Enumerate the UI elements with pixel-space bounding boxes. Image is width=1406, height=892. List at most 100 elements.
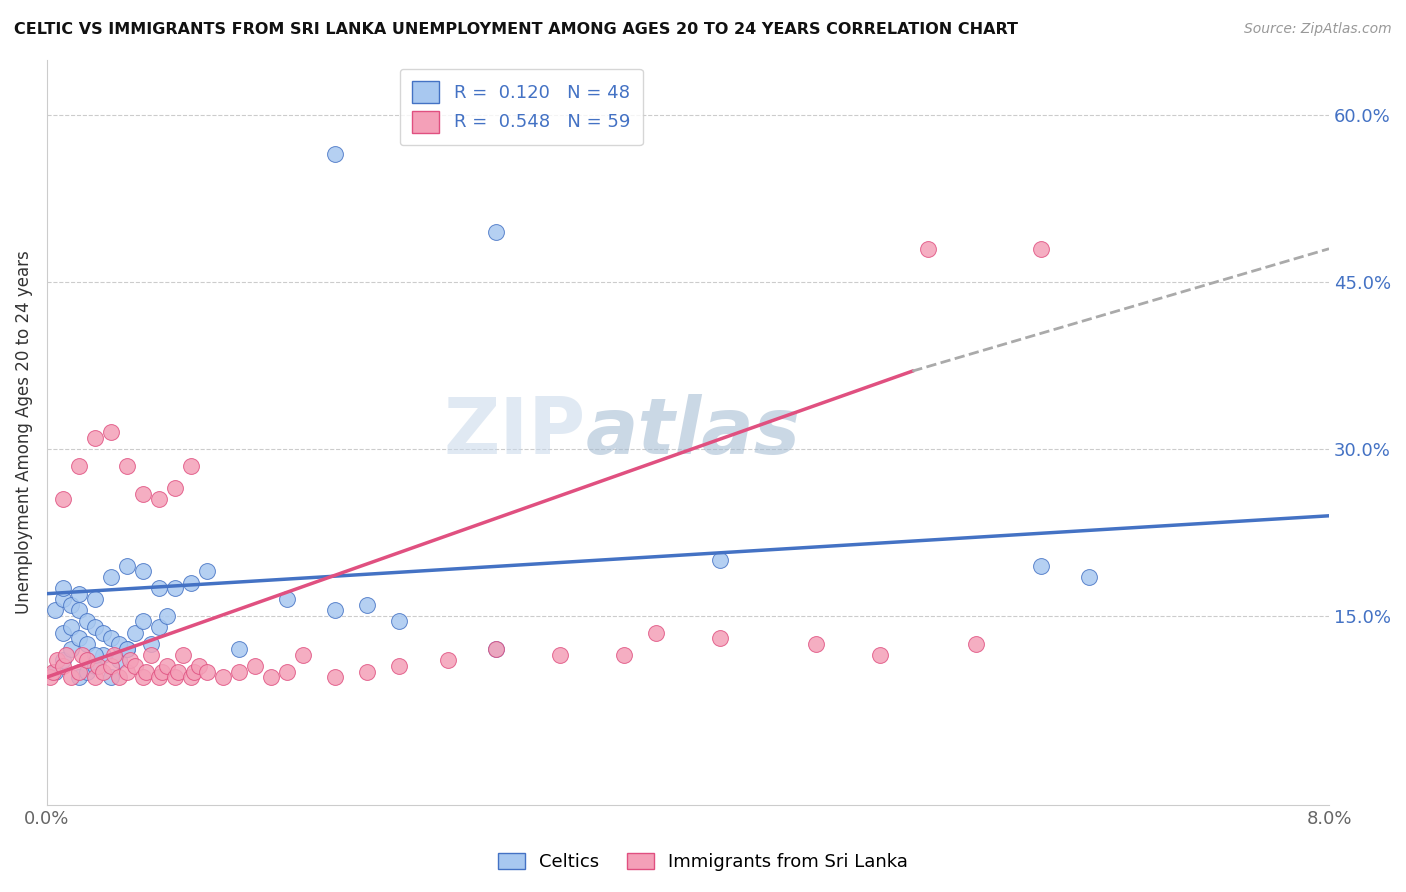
Point — [150, 665, 173, 679]
Point — [156, 659, 179, 673]
Point — [87, 659, 110, 673]
Point — [276, 592, 298, 607]
Point — [120, 653, 142, 667]
Point — [148, 581, 170, 595]
Point — [132, 565, 155, 579]
Point — [139, 648, 162, 662]
Point — [76, 665, 98, 679]
Point — [1029, 242, 1052, 256]
Point — [195, 665, 218, 679]
Point — [165, 670, 187, 684]
Point — [44, 665, 66, 679]
Legend: R =  0.120   N = 48, R =  0.548   N = 59: R = 0.120 N = 48, R = 0.548 N = 59 — [399, 69, 643, 145]
Point — [67, 587, 90, 601]
Point — [115, 458, 138, 473]
Point — [52, 492, 75, 507]
Point — [167, 665, 190, 679]
Point — [67, 603, 90, 617]
Point — [165, 481, 187, 495]
Text: ZIP: ZIP — [443, 394, 585, 470]
Point — [709, 553, 731, 567]
Point — [965, 637, 987, 651]
Point — [183, 665, 205, 679]
Point — [228, 665, 250, 679]
Point — [100, 659, 122, 673]
Point — [124, 659, 146, 673]
Point — [485, 642, 508, 657]
Y-axis label: Unemployment Among Ages 20 to 24 years: Unemployment Among Ages 20 to 24 years — [15, 251, 32, 615]
Point — [91, 665, 114, 679]
Text: atlas: atlas — [585, 394, 800, 470]
Point — [67, 631, 90, 645]
Point — [52, 581, 75, 595]
Text: Source: ZipAtlas.com: Source: ZipAtlas.com — [1244, 22, 1392, 37]
Point — [388, 659, 411, 673]
Point — [132, 615, 155, 629]
Point — [39, 670, 62, 684]
Point — [84, 648, 107, 662]
Point — [100, 670, 122, 684]
Point — [115, 642, 138, 657]
Point — [260, 670, 283, 684]
Point — [91, 625, 114, 640]
Point — [165, 581, 187, 595]
Point — [67, 665, 90, 679]
Point — [356, 598, 378, 612]
Point — [84, 670, 107, 684]
Point — [188, 659, 211, 673]
Point — [180, 575, 202, 590]
Point — [100, 631, 122, 645]
Point — [276, 665, 298, 679]
Point — [76, 637, 98, 651]
Point — [156, 609, 179, 624]
Point — [115, 665, 138, 679]
Point — [55, 648, 77, 662]
Point — [52, 653, 75, 667]
Point — [108, 670, 131, 684]
Point — [108, 637, 131, 651]
Point — [67, 458, 90, 473]
Point — [52, 592, 75, 607]
Point — [52, 659, 75, 673]
Point — [91, 648, 114, 662]
Point — [84, 620, 107, 634]
Point — [228, 642, 250, 657]
Point — [1029, 558, 1052, 573]
Point — [644, 625, 666, 640]
Point — [115, 642, 138, 657]
Legend: Celtics, Immigrants from Sri Lanka: Celtics, Immigrants from Sri Lanka — [491, 846, 915, 879]
Point — [139, 637, 162, 651]
Point — [124, 625, 146, 640]
Point — [76, 615, 98, 629]
Point — [44, 603, 66, 617]
Point — [52, 625, 75, 640]
Point — [132, 486, 155, 500]
Point — [100, 570, 122, 584]
Point — [180, 458, 202, 473]
Point — [245, 659, 267, 673]
Point — [212, 670, 235, 684]
Point — [485, 642, 508, 657]
Point — [485, 225, 508, 239]
Point — [148, 492, 170, 507]
Point — [59, 670, 82, 684]
Point — [804, 637, 827, 651]
Point — [84, 431, 107, 445]
Point — [292, 648, 315, 662]
Point — [195, 565, 218, 579]
Point — [1077, 570, 1099, 584]
Point — [115, 558, 138, 573]
Point — [388, 615, 411, 629]
Point — [436, 653, 458, 667]
Point — [67, 670, 90, 684]
Point — [76, 653, 98, 667]
Point — [42, 665, 65, 679]
Text: CELTIC VS IMMIGRANTS FROM SRI LANKA UNEMPLOYMENT AMONG AGES 20 TO 24 YEARS CORRE: CELTIC VS IMMIGRANTS FROM SRI LANKA UNEM… — [14, 22, 1018, 37]
Point — [613, 648, 636, 662]
Point — [84, 592, 107, 607]
Point — [108, 653, 131, 667]
Point — [84, 659, 107, 673]
Point — [103, 648, 125, 662]
Point — [45, 653, 67, 667]
Point — [59, 642, 82, 657]
